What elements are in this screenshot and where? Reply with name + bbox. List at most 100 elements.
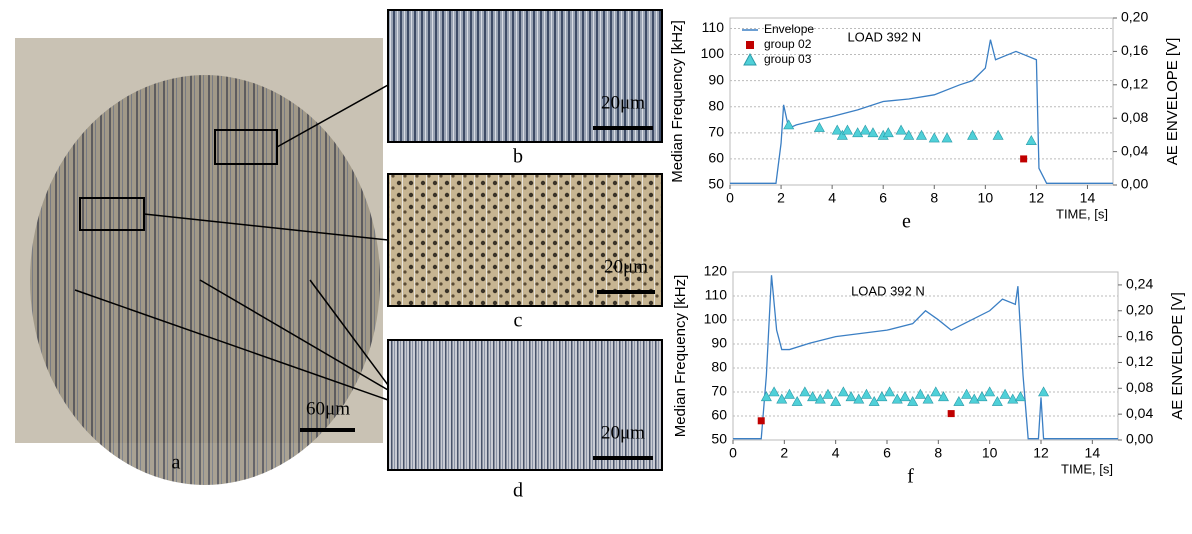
y-tick-label: 50 — [711, 431, 727, 447]
point — [783, 119, 795, 130]
y-tick-label: 60 — [708, 150, 724, 166]
plot-frame — [729, 17, 1114, 186]
scale-bar-label: 60μm — [306, 398, 350, 419]
y-tick-label: 60 — [711, 407, 727, 423]
x-tick-label: 14 — [1085, 445, 1101, 461]
point — [822, 388, 834, 399]
point — [813, 121, 825, 132]
y-tick-label: 100 — [701, 45, 725, 61]
y-tick-label: 110 — [702, 19, 725, 35]
point — [961, 388, 973, 399]
legend-swatch — [743, 52, 757, 66]
point — [830, 395, 842, 406]
x-tick-label: 14 — [1080, 190, 1096, 206]
point — [868, 395, 880, 406]
point — [914, 388, 926, 399]
point — [807, 391, 819, 402]
y-tick-label: 110 — [705, 287, 728, 303]
micrograph-a: 60μm — [15, 38, 389, 485]
envelope-line — [733, 275, 1118, 440]
x-tick-label: 4 — [832, 445, 840, 461]
point — [837, 386, 849, 397]
plot-frame — [732, 271, 1119, 441]
x-tick-label: 4 — [828, 190, 836, 206]
y2-tick-label: 0,12 — [1121, 76, 1148, 92]
y2-tick-label: 0,16 — [1121, 42, 1148, 58]
point — [937, 391, 949, 402]
annotation: LOAD 392 N — [847, 29, 921, 44]
point — [922, 393, 934, 404]
x-tick-label: 0 — [729, 445, 737, 461]
y-tick-label: 50 — [708, 176, 724, 192]
point — [799, 386, 811, 397]
point — [882, 127, 894, 138]
point — [928, 132, 940, 143]
point — [859, 124, 871, 135]
x-tick-label: 8 — [934, 445, 942, 461]
point — [1020, 155, 1028, 163]
point — [845, 391, 857, 402]
point — [984, 386, 996, 397]
point — [791, 395, 803, 406]
legend-swatch — [746, 41, 754, 49]
point — [947, 410, 955, 418]
point — [853, 393, 865, 404]
y2-tick-label: 0,16 — [1126, 327, 1153, 343]
y-tick-label: 100 — [704, 311, 728, 327]
point — [867, 127, 879, 138]
point — [903, 129, 915, 140]
legend-label: group 03 — [764, 52, 812, 66]
y-tick-label: 70 — [708, 124, 724, 140]
y2-tick-label: 0,20 — [1121, 9, 1148, 25]
x-tick-label: 12 — [1029, 190, 1045, 206]
point — [968, 393, 980, 404]
y-tick-label: 120 — [704, 263, 728, 279]
annotation: LOAD 392 N — [851, 283, 925, 298]
x-tick-label: 10 — [978, 190, 994, 206]
point — [768, 386, 780, 397]
scale-bar-label: 20μm — [601, 92, 645, 113]
point — [1007, 393, 1019, 404]
y2-axis-label: AE ENVELOPE [V] — [1164, 38, 1181, 166]
point — [1038, 386, 1050, 397]
point — [999, 388, 1011, 399]
point — [836, 129, 848, 140]
point — [953, 395, 965, 406]
panel-label: c — [514, 310, 523, 332]
panel-label: a — [172, 452, 181, 474]
point — [895, 124, 907, 135]
point — [852, 127, 864, 138]
x-tick-label: 12 — [1033, 445, 1049, 461]
x-tick-label: 6 — [883, 445, 891, 461]
point — [776, 393, 788, 404]
point — [783, 388, 795, 399]
panel-label: b — [513, 146, 523, 168]
y2-tick-label: 0,12 — [1126, 353, 1153, 369]
y2-tick-label: 0,20 — [1126, 301, 1153, 317]
y2-tick-label: 0,00 — [1126, 431, 1153, 447]
y2-tick-label: 0,04 — [1121, 142, 1148, 158]
y-axis-label: Median Frequency [kHz] — [669, 20, 686, 183]
scale-bar-label: 20μm — [604, 256, 648, 277]
point — [992, 129, 1004, 140]
x-tick-label: 10 — [982, 445, 998, 461]
point — [831, 124, 843, 135]
point — [1014, 391, 1026, 402]
panel-label: e — [902, 211, 911, 233]
y-tick-label: 80 — [711, 359, 727, 375]
x-tick-label: 2 — [777, 190, 785, 206]
y-tick-label: 90 — [711, 335, 727, 351]
y-tick-label: 70 — [711, 383, 727, 399]
point — [899, 391, 911, 402]
point — [967, 129, 979, 140]
y-tick-label: 80 — [708, 97, 724, 113]
x-tick-label: 6 — [879, 190, 887, 206]
point — [884, 386, 896, 397]
point — [860, 388, 872, 399]
y2-axis-label: AE ENVELOPE [V] — [1169, 292, 1186, 420]
y2-tick-label: 0,08 — [1121, 109, 1148, 125]
scale-bar-label: 20μm — [601, 422, 645, 443]
micrograph-b: 20μm — [387, 9, 663, 143]
point — [907, 395, 919, 406]
